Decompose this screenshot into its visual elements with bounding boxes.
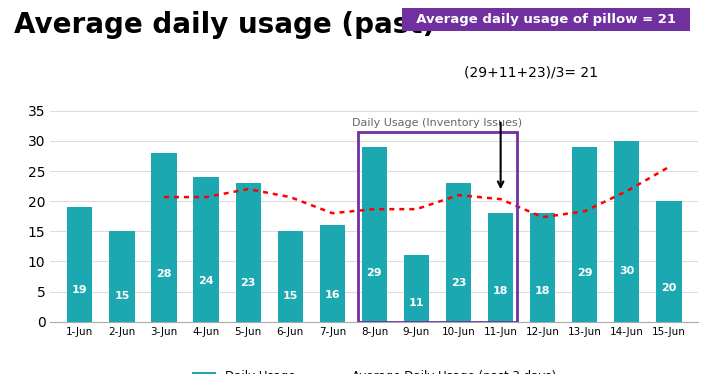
Text: (29+11+23)/3= 21: (29+11+23)/3= 21	[464, 65, 598, 79]
Bar	[488, 213, 513, 322]
Legend: Daily Usage, Average Daily Usage (past 3 days): Daily Usage, Average Daily Usage (past 3…	[187, 365, 562, 374]
Text: 28: 28	[156, 269, 172, 279]
Bar	[359, 132, 517, 322]
Bar	[446, 183, 471, 322]
Text: 30: 30	[619, 266, 634, 276]
Text: 18: 18	[535, 286, 551, 296]
Bar	[320, 225, 345, 322]
Bar	[67, 207, 92, 322]
Text: 15: 15	[282, 291, 298, 301]
Text: 20: 20	[661, 283, 677, 293]
Bar	[278, 231, 303, 322]
Text: 23: 23	[451, 278, 467, 288]
Text: 16: 16	[325, 289, 340, 300]
Bar	[572, 147, 598, 322]
Bar	[194, 177, 219, 322]
Text: Daily Usage (Inventory Issues): Daily Usage (Inventory Issues)	[353, 117, 523, 128]
Text: 23: 23	[240, 278, 256, 288]
Text: 11: 11	[409, 298, 424, 308]
Bar	[361, 147, 387, 322]
Text: 18: 18	[493, 286, 508, 296]
Bar	[235, 183, 261, 322]
Bar	[151, 153, 176, 322]
Text: 29: 29	[366, 268, 382, 278]
Text: 19: 19	[72, 285, 88, 295]
Text: 29: 29	[577, 268, 593, 278]
Bar	[404, 255, 429, 322]
Text: 15: 15	[114, 291, 130, 301]
Text: Average daily usage of pillow = 21: Average daily usage of pillow = 21	[407, 13, 685, 26]
Text: 24: 24	[198, 276, 214, 286]
Bar	[109, 231, 135, 322]
Bar	[530, 213, 555, 322]
Text: Average daily usage (past): Average daily usage (past)	[14, 11, 436, 39]
Bar	[657, 201, 682, 322]
Bar	[614, 141, 639, 322]
